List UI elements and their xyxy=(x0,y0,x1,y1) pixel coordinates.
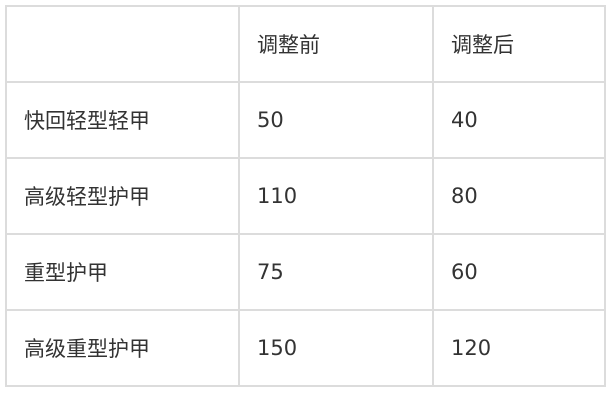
table-row: 重型护甲 75 60 xyxy=(5,233,606,311)
value-before: 75 xyxy=(238,233,434,311)
header-cell-empty xyxy=(5,5,240,83)
value-before: 50 xyxy=(238,81,434,159)
header-cell-after: 调整后 xyxy=(432,5,606,83)
header-cell-before: 调整前 xyxy=(238,5,434,83)
row-label: 高级重型护甲 xyxy=(5,309,240,387)
table-row: 高级重型护甲 150 120 xyxy=(5,309,606,387)
header-row: 调整前 调整后 xyxy=(5,5,606,83)
value-before: 110 xyxy=(238,157,434,235)
value-after: 40 xyxy=(432,81,606,159)
value-after: 120 xyxy=(432,309,606,387)
row-label: 重型护甲 xyxy=(5,233,240,311)
value-after: 60 xyxy=(432,233,606,311)
table-row: 高级轻型护甲 110 80 xyxy=(5,157,606,235)
row-label: 高级轻型护甲 xyxy=(5,157,240,235)
armor-adjustment-table: 调整前 调整后 快回轻型轻甲 50 40 高级轻型护甲 110 80 重型护甲 … xyxy=(5,5,606,387)
value-after: 80 xyxy=(432,157,606,235)
value-before: 150 xyxy=(238,309,434,387)
row-label: 快回轻型轻甲 xyxy=(5,81,240,159)
table-row: 快回轻型轻甲 50 40 xyxy=(5,81,606,159)
